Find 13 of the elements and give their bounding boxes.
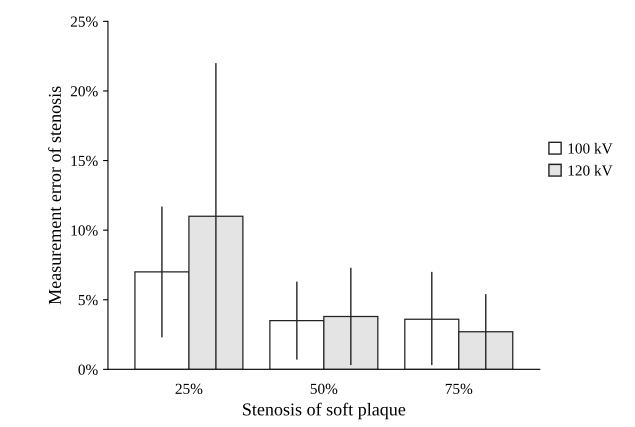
legend-label: 100 kV (568, 142, 612, 154)
x-tick-label: 50% (310, 384, 338, 394)
x-tick-label: 25% (176, 384, 202, 394)
legend-label: 120 kV (568, 164, 612, 176)
x-tick-label: 75% (446, 384, 472, 394)
x-axis-title: Stenosis of soft plaque (243, 402, 406, 420)
y-tick-label: 20% (70, 86, 98, 96)
y-tick-label: 10% (72, 225, 98, 236)
y-tick-label: 5% (78, 294, 98, 306)
y-tick-label: 15% (72, 156, 98, 166)
y-tick-label: 25% (70, 16, 98, 27)
y-axis-title: Measurement error of stenosis (48, 86, 61, 304)
y-tick-label: 0% (78, 364, 98, 375)
